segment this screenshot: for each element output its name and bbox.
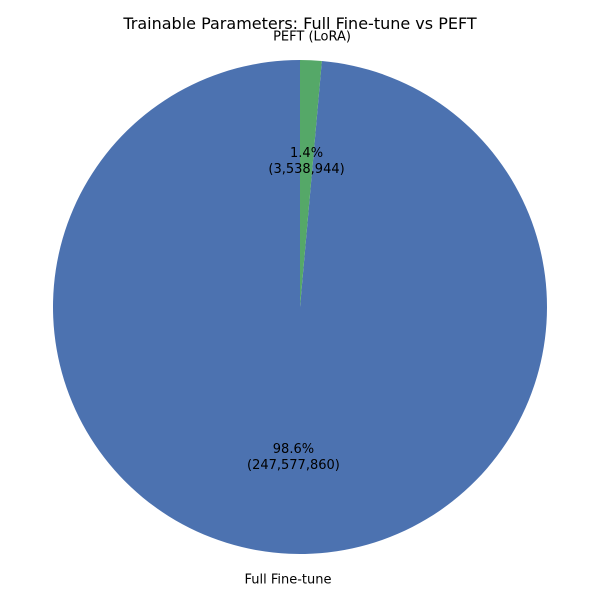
pie-labels: Full Fine-tune 98.6%(247,577,860) PEFT (Lo…: [244, 30, 351, 588]
slice-percent-1: 1.4%: [290, 146, 323, 161]
slice-percent-0: 98.6%: [273, 442, 314, 457]
chart-title: Trainable Parameters: Full Fine-tune vs …: [122, 14, 477, 33]
slice-count-0: (247,577,860): [247, 458, 340, 473]
slice-label-0: Full Fine-tune: [244, 572, 331, 587]
slice-count-1: (3,538,944): [268, 162, 344, 177]
pie-slices: [53, 60, 547, 554]
slice-label-1: PEFT (LoRA): [273, 30, 351, 45]
pie-slice-1: [300, 60, 322, 307]
